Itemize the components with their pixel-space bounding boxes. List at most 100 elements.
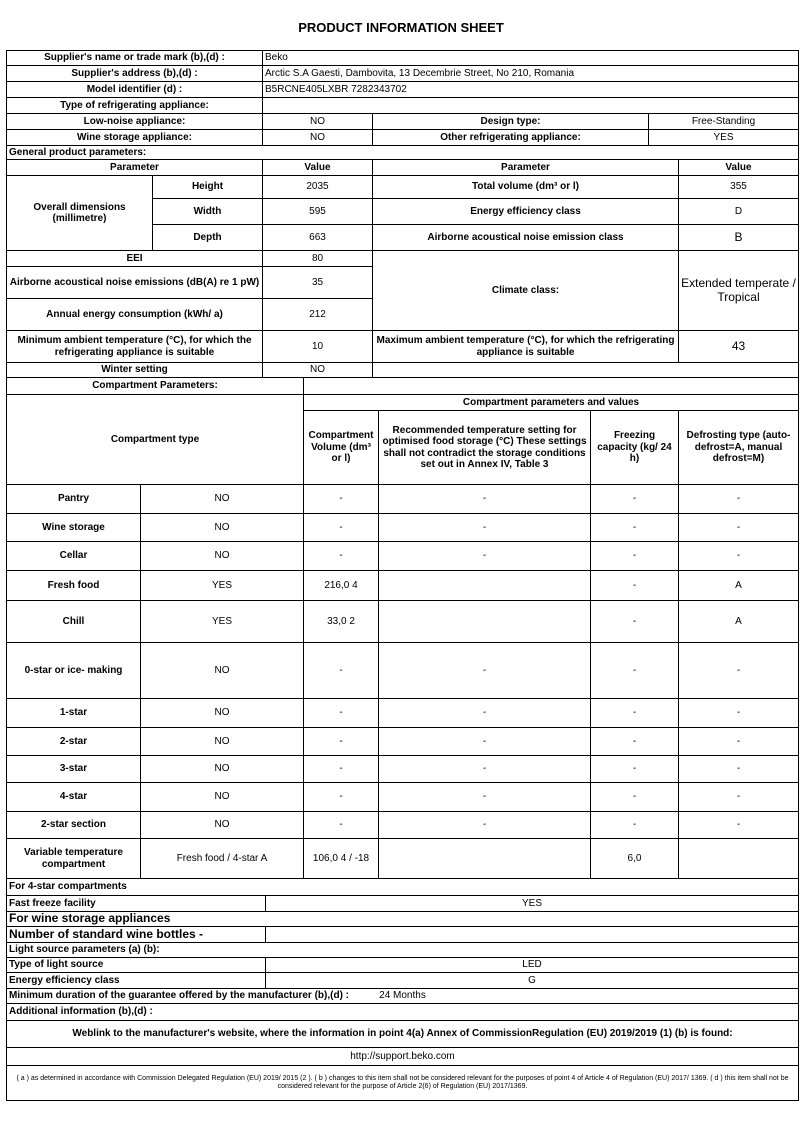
compartment-present: NO [140, 484, 304, 514]
width-label: Width [152, 198, 263, 225]
compartment-defrost: - [678, 755, 799, 783]
height-value: 2035 [262, 175, 373, 199]
compartment-name: 2-star section [6, 811, 141, 839]
noise-value: 35 [262, 266, 373, 299]
compartment-temp [378, 570, 591, 601]
appliance-type-value [262, 97, 799, 114]
compartment-defrost: A [678, 570, 799, 601]
compartment-temp: - [378, 484, 591, 514]
design-type-label: Design type: [372, 113, 649, 130]
model-identifier-label: Model identifier (d) : [6, 81, 263, 98]
winter-empty [372, 362, 799, 378]
freezing-header: Freezing capacity (kg/ 24 h) [590, 410, 679, 485]
noise-class-value: B [678, 224, 799, 251]
compartment-defrost: - [678, 642, 799, 699]
compartment-name: 3-star [6, 755, 141, 783]
climate-class-label: Climate class: [372, 250, 679, 331]
max-ambient-value: 43 [678, 330, 799, 363]
footnote: ( a ) as determined in accordance with C… [6, 1065, 799, 1101]
other-appliance-label: Other refrigerating appliance: [372, 129, 649, 146]
value-header-right: Value [678, 159, 799, 176]
page-title: PRODUCT INFORMATION SHEET [298, 20, 504, 35]
compartment-freezing: - [590, 484, 679, 514]
compartment-freezing: - [590, 600, 679, 643]
wine-storage-value: NO [262, 129, 373, 146]
compartment-volume: - [303, 782, 379, 812]
supplier-name-value: Beko [262, 50, 799, 66]
noise-label: Airborne acoustical noise emissions (dB(… [6, 266, 263, 299]
compartment-name: Variable temperature compartment [6, 838, 141, 879]
compartment-freezing: - [590, 642, 679, 699]
weblink-url[interactable]: http://support.beko.com [6, 1047, 799, 1066]
total-volume-label: Total volume (dm³ or l) [372, 175, 679, 199]
depth-value: 663 [262, 224, 373, 251]
compartment-name: 0-star or ice- making [6, 642, 141, 699]
compartment-defrost [678, 838, 799, 879]
winter-setting-value: NO [262, 362, 373, 378]
supplier-name-label: Supplier's name or trade mark (b),(d) : [6, 50, 263, 66]
light-class-label: Energy efficiency class [6, 972, 266, 989]
compartment-freezing: - [590, 570, 679, 601]
compartment-defrost: - [678, 698, 799, 728]
compartment-present: NO [140, 698, 304, 728]
eei-label: EEI [6, 250, 263, 267]
compartment-present: Fresh food / 4-star A [140, 838, 304, 879]
height-label: Height [152, 175, 263, 199]
compartment-volume: - [303, 642, 379, 699]
compartment-present: YES [140, 570, 304, 601]
fast-freeze-value: YES [265, 895, 799, 912]
compartment-volume: - [303, 541, 379, 571]
compartment-volume: 216,0 4 [303, 570, 379, 601]
light-type-label: Type of light source [6, 957, 266, 973]
depth-label: Depth [152, 224, 263, 251]
width-value: 595 [262, 198, 373, 225]
compartment-name: Chill [6, 600, 141, 643]
appliance-type-label: Type of refrigerating appliance: [6, 97, 263, 114]
max-ambient-label: Maximum ambient temperature (°C), for wh… [372, 330, 679, 363]
compartment-temp: - [378, 811, 591, 839]
fast-freeze-label: Fast freeze facility [6, 895, 266, 912]
compartment-temp: - [378, 698, 591, 728]
annual-energy-label: Annual energy consumption (kWh/ a) [6, 298, 263, 331]
compartment-temp: - [378, 755, 591, 783]
compartment-defrost: - [678, 513, 799, 542]
compartment-volume: - [303, 727, 379, 756]
compartment-present: YES [140, 600, 304, 643]
low-noise-value: NO [262, 113, 373, 130]
compartment-defrost: - [678, 782, 799, 812]
compartment-freezing: - [590, 755, 679, 783]
four-star-heading: For 4-star compartments [6, 878, 799, 896]
compartment-volume: - [303, 513, 379, 542]
compartment-volume: 33,0 2 [303, 600, 379, 643]
compartment-volume: - [303, 755, 379, 783]
light-type-value: LED [265, 957, 799, 973]
compartment-temp: - [378, 541, 591, 571]
compartment-freezing: - [590, 513, 679, 542]
compartment-params-heading: Compartment Parameters: [6, 377, 304, 395]
compartment-volume: - [303, 698, 379, 728]
compartment-present: NO [140, 727, 304, 756]
compartment-name: 1-star [6, 698, 141, 728]
compartment-name: Wine storage [6, 513, 141, 542]
dimensions-label: Overall dimensions (millimetre) [6, 175, 153, 251]
additional-info-label: Additional information (b),(d) : [6, 1003, 799, 1021]
design-type-value: Free-Standing [648, 113, 799, 130]
compartment-temp: - [378, 782, 591, 812]
compartment-temp: - [378, 513, 591, 542]
energy-class-label: Energy efficiency class [372, 198, 679, 225]
compartment-name: 2-star [6, 727, 141, 756]
compartment-present: NO [140, 811, 304, 839]
temp-header: Recommended temperature setting for opti… [378, 410, 591, 485]
compartment-blank [303, 377, 799, 395]
guarantee-row: Minimum duration of the guarantee offere… [6, 988, 799, 1004]
compartment-type-header: Compartment type [6, 394, 304, 485]
general-params-heading: General product parameters: [6, 145, 799, 160]
min-ambient-label: Minimum ambient temperature (°C), for wh… [6, 330, 263, 363]
compartment-name: Fresh food [6, 570, 141, 601]
compartment-defrost: - [678, 811, 799, 839]
wine-bottles-label: Number of standard wine bottles - [6, 926, 266, 943]
energy-class-value: D [678, 198, 799, 225]
compartment-present: NO [140, 642, 304, 699]
other-appliance-value: YES [648, 129, 799, 146]
compartment-volume: 106,0 4 / -18 [303, 838, 379, 879]
